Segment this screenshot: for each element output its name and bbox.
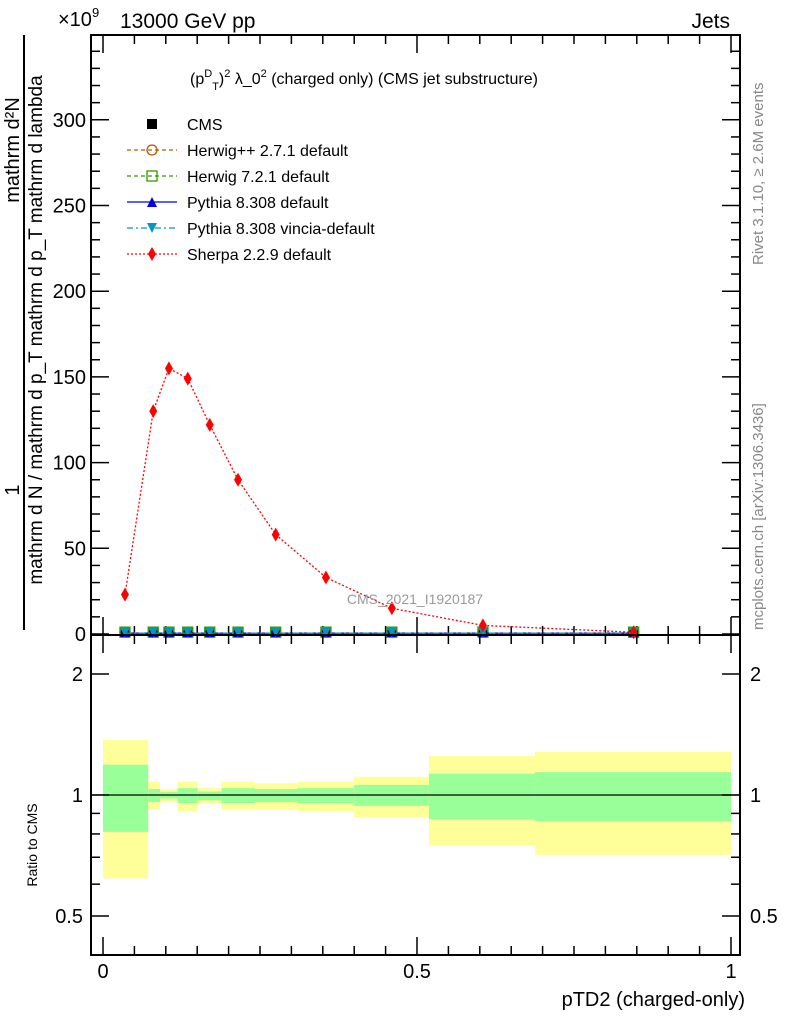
- exponent-label: ×109: [58, 5, 99, 31]
- legend-entry: Pythia 8.308 default: [127, 195, 329, 212]
- legend-entry: Sherpa 2.2.9 default: [127, 247, 332, 264]
- circle-marker: [146, 144, 158, 156]
- analysis-watermark: CMS_2021_I1920187: [347, 591, 483, 607]
- triangle-down-marker: [320, 627, 331, 638]
- ratio-y-tick-label-right: 1: [750, 785, 761, 807]
- x-tick-label: 1: [725, 961, 736, 983]
- triangle-down-marker: [119, 627, 130, 638]
- diamond-marker: [205, 417, 214, 432]
- legend-label: CMS: [187, 117, 223, 134]
- y-tick-label: 300: [53, 110, 86, 132]
- diamond-marker: [234, 472, 243, 487]
- diamond-marker: [321, 570, 330, 585]
- beam-label: 13000 GeV pp: [120, 10, 255, 33]
- legend-label: Pythia 8.308 default: [187, 195, 329, 212]
- triangle-down-marker: [182, 627, 193, 638]
- ylabel-numerator: mathrm d²N: [2, 97, 24, 203]
- series-pythia-8-308-vincia-default: [119, 627, 639, 638]
- y-tick-label: 100: [53, 453, 86, 475]
- ratio-y-tick-label: 0.5: [55, 906, 83, 928]
- diamond-marker: [387, 601, 396, 616]
- legend-entry: Herwig++ 2.7.1 default: [127, 143, 349, 160]
- plot-title: (pDT)2 λ_02 (charged only) (CMS jet subs…: [190, 68, 538, 93]
- process-label: Jets: [691, 10, 730, 33]
- x-tick-label: 0.5: [403, 961, 431, 983]
- diamond-marker: [271, 527, 280, 542]
- ratio-y-tick-label-right: 2: [750, 664, 761, 686]
- diamond-marker: [164, 361, 173, 376]
- legend-label: Pythia 8.308 vincia-default: [187, 221, 375, 238]
- xlabel: pTD2 (charged-only): [562, 989, 745, 1011]
- mcplots-label: mcplots.cern.ch [arXiv:1306.3436]: [750, 403, 767, 630]
- y-tick-label: 50: [64, 538, 86, 560]
- legend-entry: CMS: [147, 117, 223, 134]
- diamond-marker: [478, 618, 487, 633]
- diamond-marker: [183, 371, 192, 386]
- ratio-y-tick-label-right: 0.5: [750, 906, 778, 928]
- stat-uncertainty-band: [428, 773, 536, 820]
- y-tick-label: 150: [53, 367, 86, 389]
- legend-label: Sherpa 2.2.9 default: [187, 247, 332, 264]
- square-marker: [147, 119, 157, 129]
- triangle-up-marker: [147, 197, 157, 207]
- legend-label: Herwig 7.2.1 default: [187, 169, 330, 186]
- stat-uncertainty-band: [535, 772, 731, 822]
- ylabel-one: 1: [2, 484, 24, 495]
- series-sherpa-2-2-9-default: [120, 361, 638, 640]
- y-tick-label: 200: [53, 281, 86, 303]
- ratio-ylabel: Ratio to CMS: [24, 803, 40, 886]
- ratio-y-tick-label: 2: [72, 664, 83, 686]
- triangle-down-marker: [270, 627, 281, 638]
- ratio-plot: 0.5 0.5 1 1 2 2 0 0.5 1: [55, 634, 778, 983]
- y-tick-label: 250: [53, 196, 86, 218]
- triangle-down-marker: [204, 627, 215, 638]
- triangle-down-marker: [386, 627, 397, 638]
- diamond-marker: [120, 587, 129, 602]
- triangle-down-marker: [233, 627, 244, 638]
- x-tick-label: 0: [97, 961, 108, 983]
- legend: CMS Herwig++ 2.7.1 default Herwig 7.2.1 de…: [127, 117, 375, 264]
- legend-entry: Herwig 7.2.1 default: [127, 169, 330, 186]
- rivet-label: Rivet 3.1.10, ≥ 2.6M events: [750, 83, 767, 266]
- diamond-marker: [148, 247, 156, 261]
- triangle-down-marker: [147, 223, 157, 233]
- triangle-down-marker: [163, 627, 174, 638]
- triangle-down-marker: [148, 627, 159, 638]
- open-square-marker: [146, 170, 158, 182]
- y-tick-label: 0: [75, 624, 86, 646]
- stat-uncertainty-band: [197, 791, 222, 801]
- diamond-marker: [149, 404, 158, 419]
- legend-label: Herwig++ 2.7.1 default: [187, 143, 349, 160]
- stat-uncertainty-band: [103, 764, 149, 832]
- ratio-y-tick-label: 1: [72, 785, 83, 807]
- ylabel-denominator: mathrm d N / mathrm d p_T mathrm d p_T m…: [26, 75, 47, 585]
- legend-entry: Pythia 8.308 vincia-default: [127, 221, 375, 238]
